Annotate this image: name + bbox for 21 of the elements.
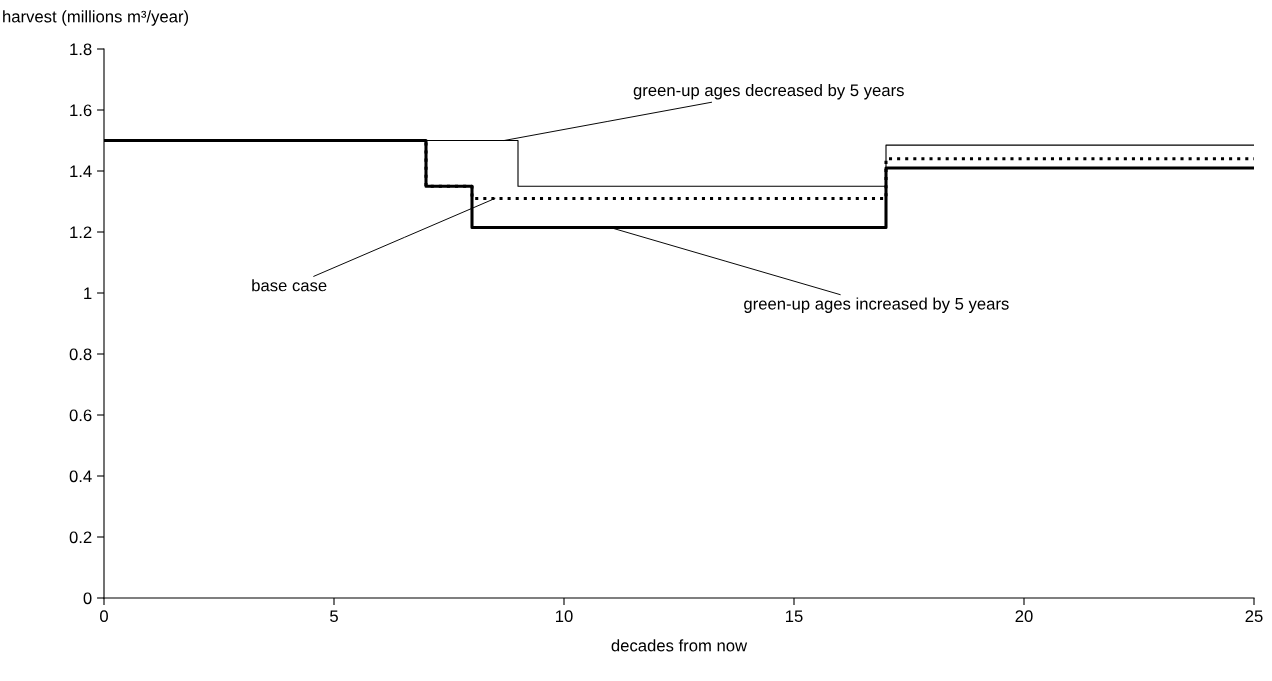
annotation: green-up ages decreased by 5 years — [633, 83, 904, 100]
y-tick-label: 1.8 — [70, 43, 92, 56]
y-tick-label: 0 — [83, 592, 92, 605]
annotation: base case — [252, 279, 327, 292]
y-tick-label: 1 — [84, 287, 92, 300]
x-axis-title: decades from now — [611, 639, 748, 652]
x-tick-label: 20 — [1015, 610, 1033, 623]
x-tick-label: 25 — [1245, 610, 1263, 623]
y-tick-label: 0.6 — [69, 409, 92, 422]
x-tick-label: 15 — [786, 610, 803, 623]
y-tick-label: 0.8 — [69, 348, 92, 361]
x-tick-label: 5 — [330, 610, 338, 623]
y-axis-title: harvest (millions m³/year) — [3, 10, 189, 26]
y-tick-label: 1.2 — [70, 226, 92, 239]
y-tick-label: 1.6 — [70, 104, 92, 117]
annotation: green-up ages increased by 5 years — [744, 297, 1009, 313]
y-tick-label: 0.2 — [69, 531, 92, 544]
x-tick-label: 10 — [556, 610, 573, 623]
y-tick-label: 1.4 — [70, 165, 92, 178]
y-tick-label: 0.4 — [69, 470, 92, 483]
x-tick-label: 0 — [100, 610, 108, 623]
